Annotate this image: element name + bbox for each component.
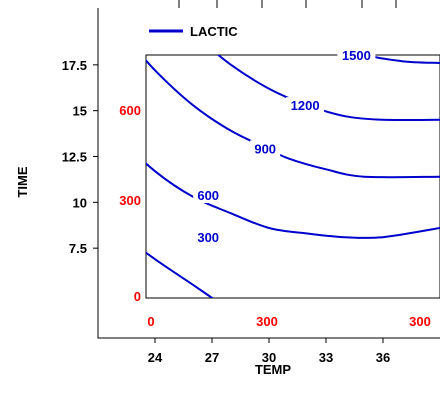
contour-label: 900 (254, 141, 276, 156)
contour-label-bg (337, 46, 376, 63)
inner-y-label-1: 300 (119, 193, 141, 208)
legend: LACTIC (149, 24, 238, 39)
x-tick-label: 30 (262, 350, 276, 365)
y-tick-labels: 7.5 10 12.5 15 17.5 (62, 58, 87, 256)
top-ticks (178, 0, 397, 8)
y-axis-label: TIME (15, 166, 30, 197)
contour-label-bg (286, 97, 325, 114)
x-tick-label: 24 (148, 350, 163, 365)
contour-label-bg (193, 187, 224, 203)
y-tick-label: 7.5 (69, 241, 87, 256)
y-tick-label: 10 (73, 195, 87, 210)
y-tick-marks (93, 64, 98, 249)
inner-panel-labels: 0 300 300 0 300 600 (119, 103, 431, 329)
outer-frame (97, 8, 440, 339)
inner-panel-frame (145, 54, 440, 299)
x-tick-label: 33 (319, 350, 333, 365)
contour-label: 1500 (342, 48, 371, 63)
contour-lines (146, 55, 440, 298)
contour-line-1500 (364, 55, 440, 64)
y-tick-label: 17.5 (62, 58, 87, 73)
contour-label-bg (250, 140, 281, 157)
x-tick-labels: 24 27 30 33 36 (148, 350, 390, 365)
inner-x-label-1: 300 (256, 314, 278, 329)
contour-line-300 (146, 251, 214, 298)
contour-labels: 300 600 900 1200 1500 (193, 46, 376, 246)
x-axis-label: TEMP (255, 362, 291, 377)
x-tick-label: 27 (205, 350, 219, 365)
inner-y-label-0: 0 (134, 289, 141, 304)
inner-x-label-0: 0 (147, 314, 154, 329)
contour-line-900 (146, 59, 440, 179)
contour-label: 1200 (291, 98, 320, 113)
x-tick-marks (154, 338, 384, 343)
x-tick-label: 36 (376, 350, 390, 365)
contour-label: 600 (197, 188, 219, 203)
inner-x-label-2: 300 (409, 314, 431, 329)
y-tick-label: 12.5 (62, 150, 87, 165)
contour-label-bg (193, 229, 224, 246)
inner-y-label-2: 600 (119, 103, 141, 118)
y-tick-label: 15 (73, 104, 87, 119)
legend-label: LACTIC (190, 24, 238, 39)
contour-label: 300 (197, 230, 219, 245)
contour-line-600 (146, 162, 440, 240)
